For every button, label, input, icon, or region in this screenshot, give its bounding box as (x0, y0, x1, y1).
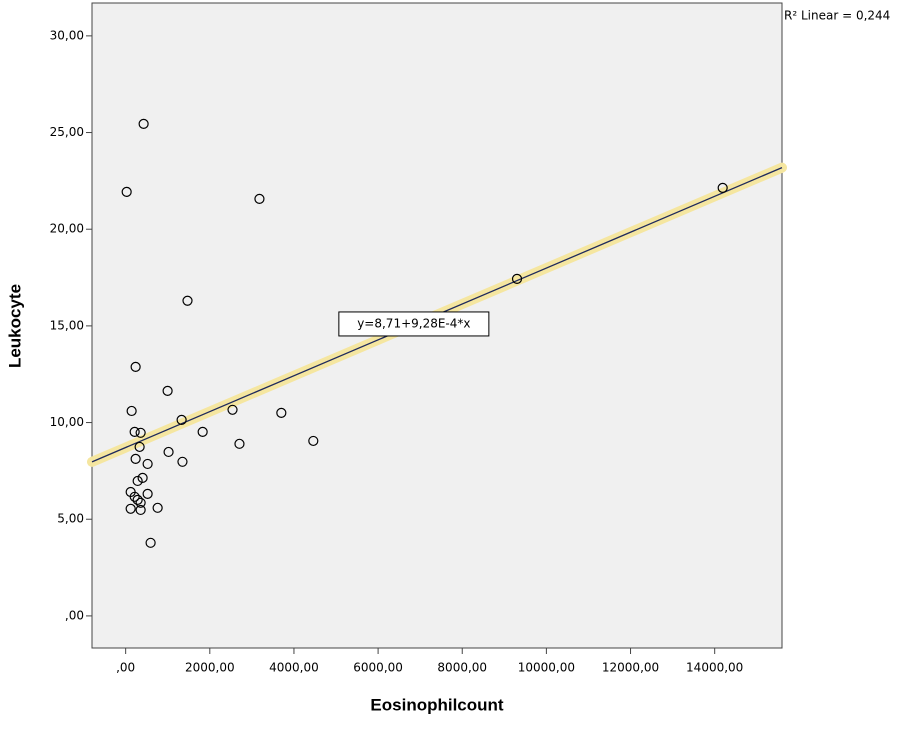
x-axis-title: Eosinophilcount (370, 695, 503, 714)
point (152, 502, 163, 513)
point (142, 458, 153, 470)
y-tick-label: 20,00 (50, 222, 84, 236)
point (234, 438, 245, 449)
point (135, 504, 146, 516)
point (176, 414, 187, 425)
point (162, 385, 173, 396)
point (145, 537, 156, 548)
point (177, 456, 188, 467)
point (132, 494, 143, 505)
x-tick-label: 8000,00 (437, 661, 487, 675)
point (717, 182, 728, 193)
point (276, 407, 287, 418)
x-tick-label: 2000,00 (185, 661, 235, 675)
y-axis-title: Leukocyte (5, 284, 24, 368)
point (121, 186, 132, 197)
point (137, 472, 148, 483)
point (182, 295, 193, 306)
point (308, 435, 319, 447)
point (126, 405, 137, 417)
x-tick-label: 4000,00 (269, 661, 319, 675)
point (125, 503, 136, 514)
x-tick-label: ,00 (116, 661, 135, 675)
point (130, 361, 141, 372)
y-tick-label: ,00 (65, 608, 84, 622)
point (138, 118, 149, 129)
fit-label: y=8,71+9,28E-4*x (357, 316, 470, 330)
y-tick-label: 5,00 (57, 512, 84, 526)
point (163, 446, 174, 458)
x-tick-label: 14000,00 (686, 661, 743, 675)
y-tick-label: 25,00 (50, 125, 84, 139)
y-tick-label: 30,00 (50, 28, 84, 42)
y-tick-label: 10,00 (50, 415, 84, 429)
fit-label-box (338, 311, 490, 337)
point (135, 497, 146, 508)
x-tick-label: 12000,00 (602, 661, 659, 675)
point (511, 273, 523, 285)
point (130, 453, 141, 465)
point (254, 193, 265, 204)
point (142, 488, 153, 500)
point (197, 426, 208, 437)
x-tick-label: 6000,00 (353, 661, 403, 675)
point (129, 426, 140, 437)
point (135, 427, 146, 438)
x-tick-label: 10000,00 (518, 661, 575, 675)
y-tick-label: 15,00 (50, 318, 84, 332)
point (129, 491, 140, 502)
r2-annotation: R² Linear = 0,244 (784, 9, 890, 23)
point (132, 475, 143, 487)
point (134, 441, 145, 453)
point (227, 404, 238, 415)
